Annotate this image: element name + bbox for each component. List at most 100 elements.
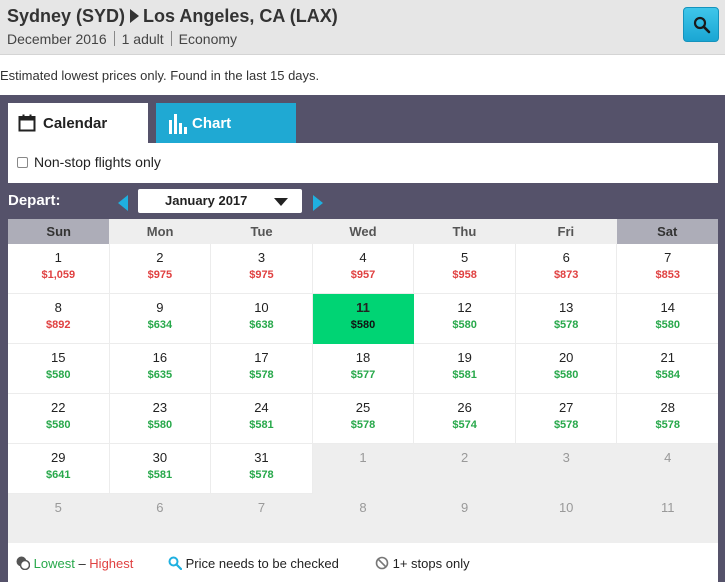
calendar-day-empty: 7	[211, 494, 313, 544]
calendar-day[interactable]: 16 $635	[109, 344, 212, 394]
day-number: 8	[359, 500, 367, 515]
day-number: 20	[558, 350, 574, 365]
tab-calendar[interactable]: Calendar	[8, 103, 148, 143]
calendar-day[interactable]: 2 $975	[109, 244, 212, 294]
weekday-fri: Fri	[515, 219, 617, 244]
month-select-value: January 2017	[165, 193, 248, 208]
depart-label: Depart:	[8, 192, 61, 209]
next-month-arrow-icon[interactable]	[313, 195, 323, 211]
day-number: 4	[664, 450, 672, 465]
calendar-day[interactable]: 24 $581	[211, 394, 313, 444]
day-number: 12	[457, 300, 472, 315]
day-price: $580	[147, 419, 173, 431]
day-number: 13	[558, 300, 574, 315]
calendar-day-empty: 4	[617, 444, 719, 494]
calendar-day[interactable]: 31 $578	[211, 444, 313, 494]
day-price: $580	[452, 319, 477, 331]
day-price: $580	[553, 369, 579, 381]
calendar-day[interactable]: 21 $584	[617, 344, 719, 394]
calendar-day[interactable]: 26 $574	[414, 394, 516, 444]
calendar-day-selected[interactable]: 11 $580	[312, 294, 415, 344]
day-price: $873	[553, 269, 579, 281]
search-icon	[693, 16, 711, 34]
calendar-day[interactable]: 17 $578	[211, 344, 313, 394]
day-number: 3	[562, 450, 570, 465]
day-number: 2	[460, 450, 469, 465]
calendar-day[interactable]: 7 $853	[617, 244, 719, 294]
calendar-day[interactable]: 20 $580	[515, 344, 618, 394]
day-number: 7	[257, 500, 266, 515]
legend-price-range: Lowest – Highest	[16, 556, 133, 571]
calendar-day[interactable]: 29 $641	[8, 444, 110, 494]
legend-highest: Highest	[89, 556, 134, 571]
day-number: 6	[562, 250, 570, 265]
calendar-day[interactable]: 22 $580	[8, 394, 110, 444]
calendar-day[interactable]: 30 $581	[109, 444, 212, 494]
no-nonstop-icon	[375, 556, 389, 570]
calendar-day[interactable]: 8 $892	[8, 294, 110, 344]
chevron-down-icon	[274, 198, 288, 206]
tab-chart-label: Chart	[192, 115, 232, 132]
day-number: 4	[359, 250, 367, 265]
calendar-day[interactable]: 28 $578	[617, 394, 719, 444]
calendar-day[interactable]: 6 $873	[515, 244, 618, 294]
calendar-day-empty: 5	[8, 494, 110, 544]
calendar-day[interactable]: 19 $581	[414, 344, 516, 394]
nonstop-checkbox[interactable]	[17, 157, 28, 168]
day-number: 5	[460, 250, 469, 265]
previous-month-arrow-icon[interactable]	[118, 195, 128, 211]
calendar-day[interactable]: 14 $580	[617, 294, 719, 344]
day-number: 8	[54, 300, 62, 315]
day-price: $957	[350, 269, 376, 281]
day-price: $975	[147, 269, 173, 281]
calendar-day[interactable]: 25 $578	[312, 394, 415, 444]
calendar-day[interactable]: 27 $578	[515, 394, 618, 444]
day-number: 9	[156, 300, 164, 315]
calendar-day-empty: 1	[312, 444, 415, 494]
nonstop-label[interactable]: Non-stop flights only	[34, 154, 161, 170]
tab-chart[interactable]: Chart	[156, 103, 296, 143]
calendar-day[interactable]: 13 $578	[515, 294, 618, 344]
day-number: 27	[558, 400, 574, 415]
day-number: 15	[51, 350, 66, 365]
weekday-tue: Tue	[210, 219, 313, 244]
day-number: 16	[152, 350, 168, 365]
day-number: 23	[152, 400, 168, 415]
day-number: 6	[156, 500, 164, 515]
calendar-day[interactable]: 3 $975	[211, 244, 313, 294]
legend-check-price: Price needs to be checked	[168, 556, 339, 571]
calendar-grid: Sun Mon Tue Wed Thu Fri Sat 1 $1,059 2 $975…	[8, 219, 719, 544]
calendar-week: 15 $580 16 $635 17 $578 18 $577 19 $581 20 $580 21 $5…	[8, 344, 719, 394]
calendar-day[interactable]: 9 $634	[109, 294, 212, 344]
day-price: $892	[46, 319, 71, 331]
day-number: 10	[558, 500, 574, 515]
weekday-mon: Mon	[109, 219, 211, 244]
calendar-day-empty: 3	[515, 444, 618, 494]
calendar-day[interactable]: 10 $638	[211, 294, 313, 344]
calendar-day[interactable]: 15 $580	[8, 344, 110, 394]
calendar-day[interactable]: 4 $957	[312, 244, 415, 294]
calendar-day[interactable]: 1 $1,059	[8, 244, 110, 294]
search-button[interactable]	[683, 7, 719, 42]
legend-dash: –	[74, 556, 90, 571]
calendar-day[interactable]: 18 $577	[312, 344, 415, 394]
day-price: $581	[452, 369, 477, 381]
day-number: 11	[661, 500, 675, 515]
day-number: 18	[355, 350, 371, 365]
day-number: 28	[660, 400, 675, 415]
cabin-class: Economy	[178, 31, 238, 47]
month-select[interactable]: January 2017	[138, 189, 302, 213]
magnifier-icon	[168, 556, 183, 571]
day-price: $638	[249, 319, 274, 331]
day-number: 22	[51, 400, 66, 415]
day-price: $578	[655, 419, 680, 431]
day-number: 29	[51, 450, 66, 465]
legend-lowest: Lowest	[33, 556, 75, 571]
day-number: 2	[156, 250, 164, 265]
day-number: 24	[254, 400, 269, 415]
calendar-day[interactable]: 12 $580	[414, 294, 516, 344]
calendar-day[interactable]: 5 $958	[414, 244, 516, 294]
calendar-day[interactable]: 23 $580	[109, 394, 212, 444]
tab-calendar-label: Calendar	[43, 115, 108, 132]
divider	[170, 31, 172, 46]
